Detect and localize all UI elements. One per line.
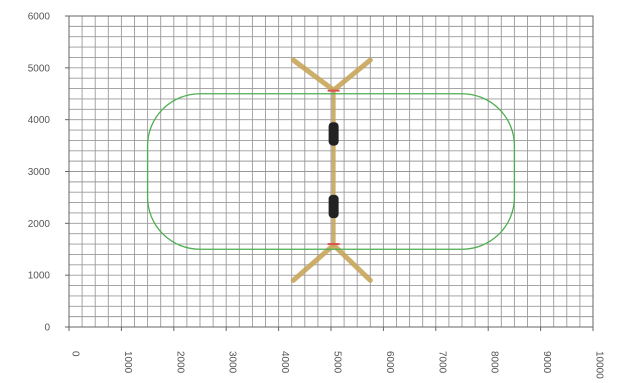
y-tick-label: 1000 [28, 271, 51, 282]
x-tick-label: 4000 [279, 351, 290, 374]
x-tick-label: 9000 [541, 351, 552, 374]
y-tick-label: 0 [44, 323, 50, 334]
x-tick-label: 2000 [174, 351, 185, 374]
y-tick-label: 6000 [28, 12, 51, 23]
x-axis-ticks: 0 1000 2000 3000 4000 5000 6000 7000 8000 9000 100… [68, 327, 605, 379]
x-tick-label: 1000 [122, 351, 133, 374]
y-tick-label: 4000 [28, 115, 51, 126]
x-tick-label: 6000 [384, 351, 395, 374]
x-tick-label: 7000 [436, 351, 447, 374]
y-tick-label: 3000 [28, 167, 51, 178]
series-path [146, 93, 516, 250]
x-tick-label: 3000 [227, 351, 238, 374]
x-tick-label: 8000 [489, 351, 500, 374]
x-tick-label: 10000 [594, 351, 605, 379]
vehicle-top-view-icon [290, 57, 373, 283]
series-group [146, 93, 516, 250]
grid [68, 15, 594, 328]
vehicle-wheel-lower [328, 194, 339, 219]
y-tick-label: 2000 [28, 219, 51, 230]
vehicle-wheel-upper [328, 122, 339, 146]
y-tick-label: 5000 [28, 63, 51, 74]
x-tick-label: 5000 [332, 351, 343, 374]
y-axis-ticks: 0 1000 2000 3000 4000 5000 6000 [28, 12, 69, 334]
x-tick-label: 0 [70, 351, 81, 357]
